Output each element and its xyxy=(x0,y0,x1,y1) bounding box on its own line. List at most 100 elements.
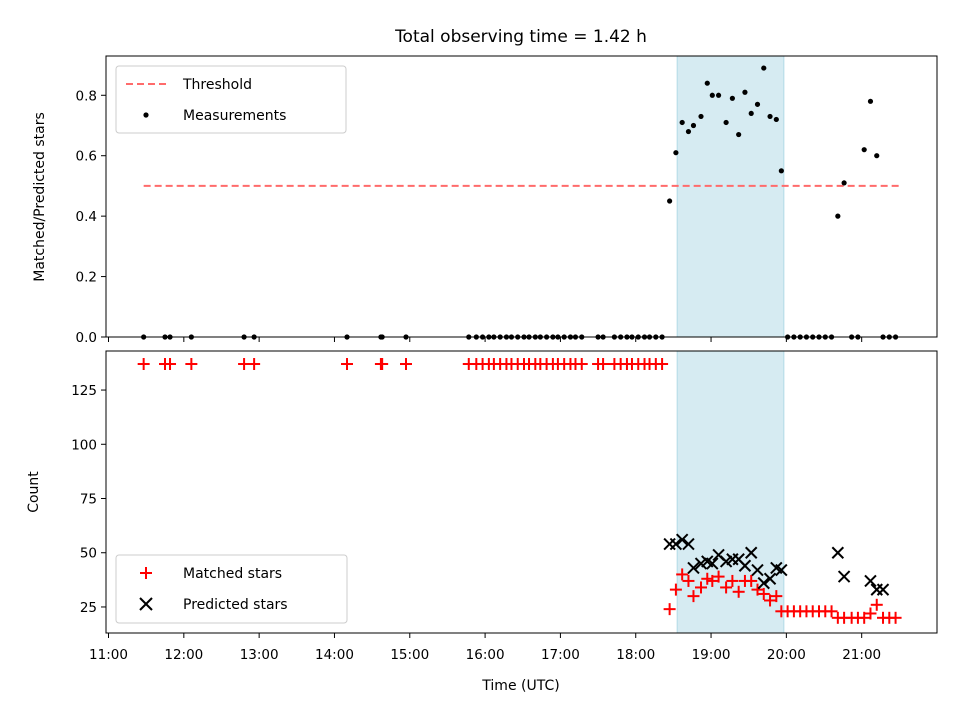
matched-star-point xyxy=(682,574,695,587)
matched-star-point xyxy=(732,585,745,598)
x-axis-label: Time (UTC) xyxy=(481,678,559,694)
predicted-star-point xyxy=(870,583,883,596)
x-tick-label: 13:00 xyxy=(240,647,279,663)
threshold-legend-label: Threshold xyxy=(182,77,252,93)
x-marker-b xyxy=(682,537,695,551)
measurement-point xyxy=(715,92,722,98)
predicted-star-point xyxy=(675,533,689,546)
observing-window-shade-top xyxy=(676,55,785,338)
x-marker-b xyxy=(669,537,683,551)
matched-star-point xyxy=(858,611,871,624)
predicted-star-point xyxy=(745,546,758,559)
measurement-point xyxy=(723,119,729,126)
measurement-point xyxy=(874,153,880,159)
matched-star-point xyxy=(701,572,714,585)
y-tick-label: 125 xyxy=(71,383,97,399)
matched-star-point xyxy=(770,590,783,603)
y-tick-label: 0.0 xyxy=(76,330,97,346)
x-marker-b xyxy=(876,583,890,596)
measurements-legend-swatch xyxy=(143,112,149,118)
x-marker-b xyxy=(837,570,851,583)
top-x-ticks xyxy=(108,337,863,342)
predicted-star-point xyxy=(775,563,788,577)
x-tick-label: 21:00 xyxy=(842,647,881,663)
matched-stars-legend-swatch xyxy=(140,567,152,579)
x-marker-b xyxy=(745,546,758,559)
measurement-point xyxy=(679,119,685,126)
top-legend-box xyxy=(115,65,347,134)
measurement-point xyxy=(754,101,761,107)
x-marker-b xyxy=(687,561,700,575)
matched-star-point xyxy=(376,358,389,371)
matched-star-point xyxy=(597,358,610,371)
matched-star-point xyxy=(712,570,725,583)
matched-star-point xyxy=(751,583,764,596)
predicted-star-point xyxy=(757,576,770,590)
matched-star-point xyxy=(864,607,877,620)
matched-star-point xyxy=(656,358,669,371)
matched-star-point xyxy=(185,358,198,371)
matched-star-point xyxy=(341,358,354,371)
y-tick-label: 0.6 xyxy=(76,149,97,165)
top-panel: 0.00.20.40.60.8 Matched/Predicted stars … xyxy=(32,55,938,346)
measurements-legend-label: Measurements xyxy=(183,108,286,124)
measurement-point xyxy=(667,198,673,204)
y-tick-label: 0.8 xyxy=(76,88,97,104)
x-tick-label: 14:00 xyxy=(315,647,354,663)
x-tick-label: 20:00 xyxy=(767,647,806,663)
predicted-star-point xyxy=(837,570,851,583)
x-marker-b xyxy=(831,546,845,559)
x-tick-label: 18:00 xyxy=(616,647,655,663)
predicted-star-point xyxy=(864,574,877,588)
measurement-point xyxy=(685,128,692,135)
top-legend: Threshold Measurements xyxy=(115,65,347,134)
measurement-point xyxy=(761,65,767,71)
bottom-panel: 25 50 75 100 125 11:00 12:00 13:00 14:00 15:00 16… xyxy=(26,350,938,694)
bottom-y-ticks: 25 50 75 100 125 xyxy=(71,383,106,616)
x-marker-b xyxy=(775,563,788,577)
matched-star-point xyxy=(726,574,739,587)
y-tick-label: 50 xyxy=(80,546,97,562)
bottom-legend: Matched stars Predicted stars xyxy=(115,554,348,624)
chart-title: Total observing time = 1.42 h xyxy=(394,27,647,47)
x-marker-b xyxy=(706,557,719,570)
matched-star-point xyxy=(764,594,777,607)
x-marker-b xyxy=(770,561,783,575)
measurement-point xyxy=(736,131,742,138)
predicted-stars-legend-swatch xyxy=(139,597,153,611)
measurement-point xyxy=(704,80,710,86)
x-tick-label: 16:00 xyxy=(466,647,505,663)
predicted-star-point xyxy=(687,561,700,575)
y-tick-label: 75 xyxy=(80,492,97,508)
x-marker-b xyxy=(738,559,752,572)
measurement-point xyxy=(835,213,841,219)
matched-star-point xyxy=(825,605,838,618)
predicted-star-point xyxy=(663,537,676,551)
predicted-star-point xyxy=(669,537,683,551)
y-tick-label: 100 xyxy=(71,437,97,453)
predicted-stars-points xyxy=(663,533,890,596)
measurement-point xyxy=(729,95,735,101)
predicted-star-point xyxy=(763,572,777,585)
matched-stars-points xyxy=(137,358,902,624)
matched-star-point xyxy=(400,358,413,371)
matched-star-point xyxy=(757,587,770,600)
x-marker-b xyxy=(701,555,714,568)
x-tick-label: 12:00 xyxy=(164,647,203,663)
measurement-point xyxy=(773,116,779,123)
matched-star-point xyxy=(695,581,708,594)
predicted-star-point xyxy=(706,557,719,570)
matched-star-point xyxy=(889,611,902,624)
top-y-ticks: 0.0 0.2 0.4 0.6 0.8 xyxy=(76,88,106,346)
top-y-axis-label: Matched/Predicted stars xyxy=(32,112,48,282)
matched-star-point xyxy=(137,358,150,371)
x-marker-b xyxy=(732,553,745,566)
shaded-interval xyxy=(676,55,785,338)
predicted-star-point xyxy=(876,583,890,596)
measurement-point xyxy=(867,98,874,104)
bottom-x-ticks: 11:00 12:00 13:00 14:00 15:00 16:00 17:00 18:00… xyxy=(89,633,881,663)
measurement-point xyxy=(742,89,748,95)
matched-star-point xyxy=(687,590,700,603)
x-tick-label: 19:00 xyxy=(692,647,731,663)
